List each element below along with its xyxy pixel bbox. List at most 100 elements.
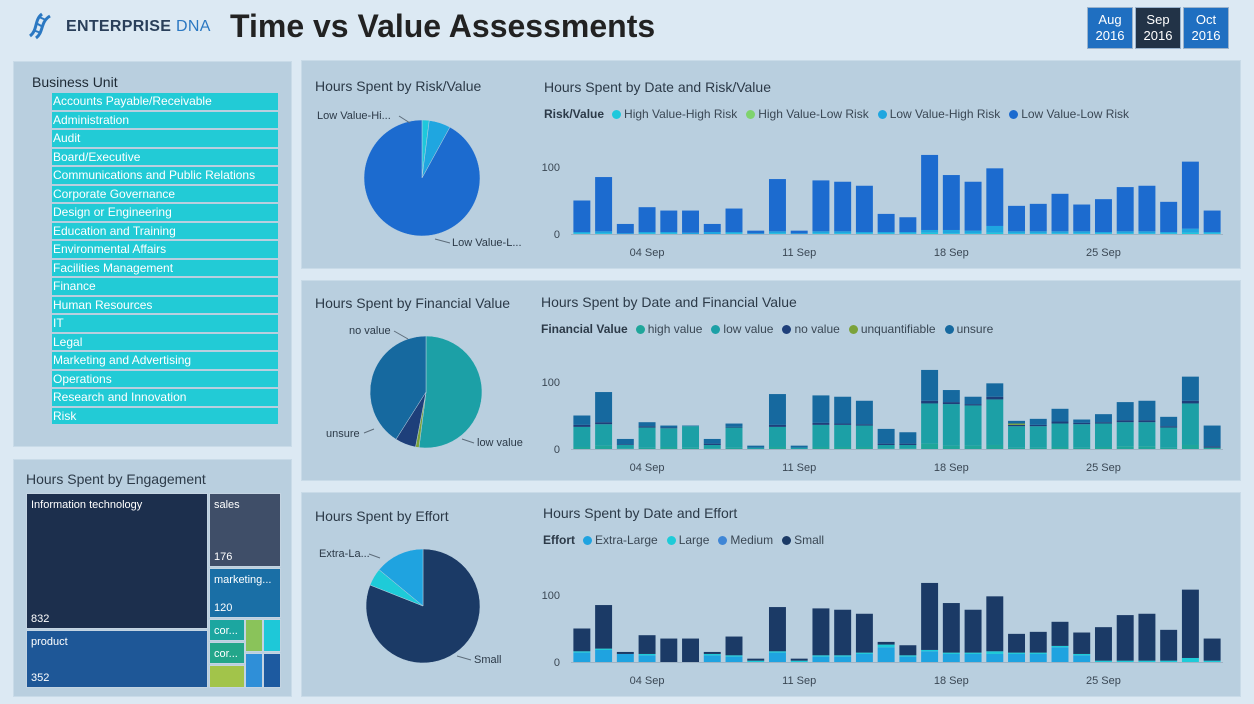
bar-segment[interactable]: [942, 404, 960, 446]
bar-segment[interactable]: [1008, 420, 1026, 424]
bar-segment[interactable]: [855, 653, 873, 662]
bar-segment[interactable]: [899, 444, 917, 449]
bar-segment[interactable]: [1029, 426, 1047, 448]
bar-segment[interactable]: [573, 426, 591, 447]
bar-segment[interactable]: [1051, 233, 1069, 234]
bar-segment[interactable]: [1051, 647, 1069, 662]
bar-segment[interactable]: [1181, 400, 1199, 404]
business-unit-item[interactable]: Risk: [52, 407, 278, 424]
treemap-cell[interactable]: [209, 665, 245, 688]
bar-segment[interactable]: [1094, 233, 1112, 234]
bar-segment[interactable]: [747, 660, 765, 662]
bar-segment[interactable]: [660, 427, 678, 429]
bar-segment[interactable]: [855, 233, 873, 234]
bar-segment[interactable]: [1008, 426, 1026, 448]
bar-segment[interactable]: [1029, 233, 1047, 234]
bar-segment[interactable]: [812, 395, 830, 423]
bar-segment[interactable]: [834, 231, 852, 234]
bar-segment[interactable]: [638, 422, 656, 427]
bar-segment[interactable]: [660, 446, 678, 449]
bar-segment[interactable]: [768, 233, 786, 234]
bar-segment[interactable]: [834, 424, 852, 447]
bar-segment[interactable]: [1116, 402, 1134, 421]
bar-segment[interactable]: [1073, 204, 1091, 232]
bar-segment[interactable]: [1160, 427, 1178, 448]
bar-segment[interactable]: [899, 656, 917, 662]
bar-segment[interactable]: [660, 638, 678, 662]
business-unit-item[interactable]: Corporate Governance: [52, 185, 278, 202]
bar-segment[interactable]: [1203, 447, 1221, 449]
legend-item[interactable]: Extra-Large: [583, 533, 658, 547]
bar-segment[interactable]: [573, 415, 591, 425]
bar-segment[interactable]: [1073, 424, 1091, 448]
bar-segment[interactable]: [812, 233, 830, 234]
bar-segment[interactable]: [1160, 426, 1178, 428]
bar-segment[interactable]: [1116, 231, 1134, 234]
bar-segment[interactable]: [812, 656, 830, 662]
bar-segment[interactable]: [1160, 233, 1178, 234]
bar-segment[interactable]: [834, 181, 852, 232]
bar-segment[interactable]: [682, 210, 700, 233]
bar-segment[interactable]: [660, 428, 678, 447]
bar-segment[interactable]: [986, 444, 1004, 449]
bar-segment[interactable]: [638, 207, 656, 232]
bar-segment[interactable]: [1051, 193, 1069, 232]
bar-segment[interactable]: [595, 177, 613, 232]
bar-segment[interactable]: [703, 448, 721, 449]
treemap-cell[interactable]: cor...: [209, 642, 245, 664]
bar-segment[interactable]: [921, 154, 939, 230]
treemap-cell[interactable]: [245, 653, 263, 688]
bar-segment[interactable]: [921, 582, 939, 650]
bar-segment[interactable]: [899, 443, 917, 445]
bar-segment[interactable]: [1160, 231, 1178, 234]
bar-segment[interactable]: [616, 651, 634, 654]
bar-segment[interactable]: [1203, 210, 1221, 232]
bar-segment[interactable]: [942, 390, 960, 403]
bar-segment[interactable]: [616, 233, 634, 234]
bar-segment[interactable]: [725, 231, 743, 234]
bar-segment[interactable]: [1008, 424, 1026, 427]
business-unit-item[interactable]: Administration: [52, 111, 278, 128]
bar-segment[interactable]: [1029, 653, 1047, 662]
bar-segment[interactable]: [834, 396, 852, 424]
bar-segment[interactable]: [703, 443, 721, 445]
bar-segment[interactable]: [638, 233, 656, 234]
bar-segment[interactable]: [768, 446, 786, 449]
business-unit-item[interactable]: Education and Training: [52, 222, 278, 239]
bar-segment[interactable]: [768, 424, 786, 427]
bar-segment[interactable]: [747, 658, 765, 661]
bar-segment[interactable]: [877, 428, 895, 444]
bar-segment[interactable]: [1203, 638, 1221, 661]
bar-segment[interactable]: [1203, 233, 1221, 234]
bar-segment[interactable]: [834, 655, 852, 657]
bar-segment[interactable]: [616, 438, 634, 445]
business-unit-item[interactable]: IT: [52, 315, 278, 332]
bar-segment[interactable]: [1160, 447, 1178, 449]
bar-segment[interactable]: [595, 445, 613, 449]
bar-segment[interactable]: [942, 445, 960, 449]
bar-segment[interactable]: [1094, 627, 1112, 661]
bar-segment[interactable]: [638, 655, 656, 662]
bar-segment[interactable]: [942, 603, 960, 653]
bar-segment[interactable]: [1051, 621, 1069, 646]
bar-segment[interactable]: [725, 655, 743, 657]
bar-segment[interactable]: [1181, 228, 1199, 233]
bar-segment[interactable]: [942, 653, 960, 662]
bar-segment[interactable]: [703, 438, 721, 444]
bar-segment[interactable]: [1203, 425, 1221, 447]
bar-segment[interactable]: [790, 230, 808, 234]
bar-segment[interactable]: [790, 445, 808, 448]
legend-item[interactable]: unquantifiable: [848, 322, 936, 336]
bar-segment[interactable]: [964, 652, 982, 654]
bar-segment[interactable]: [747, 447, 765, 449]
bar-segment[interactable]: [964, 445, 982, 449]
bar-segment[interactable]: [703, 444, 721, 449]
bar-segment[interactable]: [1029, 631, 1047, 653]
bar-segment[interactable]: [638, 653, 656, 656]
bar-segment[interactable]: [1160, 416, 1178, 427]
bar-segment[interactable]: [1160, 201, 1178, 232]
bar-segment[interactable]: [1116, 615, 1134, 661]
bar-segment[interactable]: [942, 229, 960, 234]
bar-segment[interactable]: [768, 394, 786, 425]
bar-segment[interactable]: [573, 651, 591, 653]
